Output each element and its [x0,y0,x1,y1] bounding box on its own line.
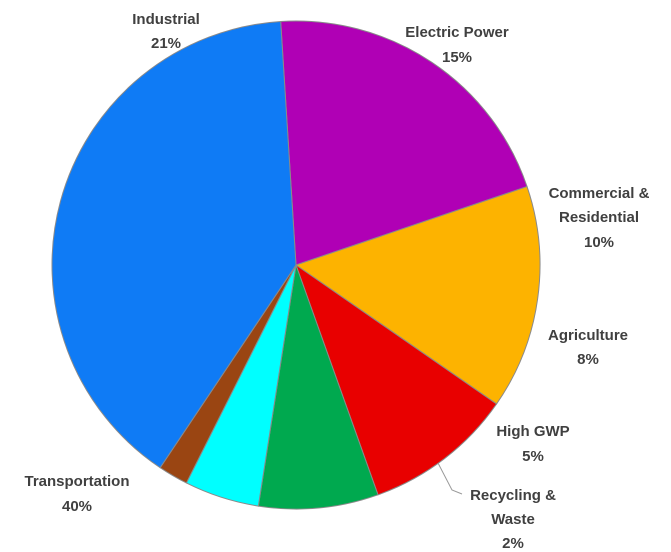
slice-agriculture [257,264,379,510]
label-commercial-residential-line1: Commercial & [549,185,650,202]
label-industrial-pct: 21% [151,35,181,52]
label-recycling-waste-line1: Recycling & [470,487,556,504]
label-agriculture: Agriculture [548,327,628,344]
label-agriculture-pct: 8% [577,351,599,368]
pie-slices [51,20,541,510]
label-transportation-pct: 40% [62,498,92,515]
recycling-waste-leader-line [437,462,463,495]
label-commercial-residential-pct: 10% [584,234,614,251]
label-electric-power: Electric Power [405,24,509,41]
slice-transportation [51,20,297,469]
label-transportation: Transportation [24,473,129,490]
slice-industrial [280,20,528,266]
label-high-gwp-pct: 5% [522,448,544,465]
label-recycling-waste-pct: 2% [502,535,524,552]
label-commercial-residential-line2: Residential [559,209,639,226]
label-industrial: Industrial [132,11,200,28]
slice-commercial-residential [295,263,498,496]
label-high-gwp: High GWP [496,423,569,440]
label-recycling-waste-line2: Waste [491,511,535,528]
slice-electric-power [294,185,541,405]
label-electric-power-pct: 15% [442,49,472,66]
